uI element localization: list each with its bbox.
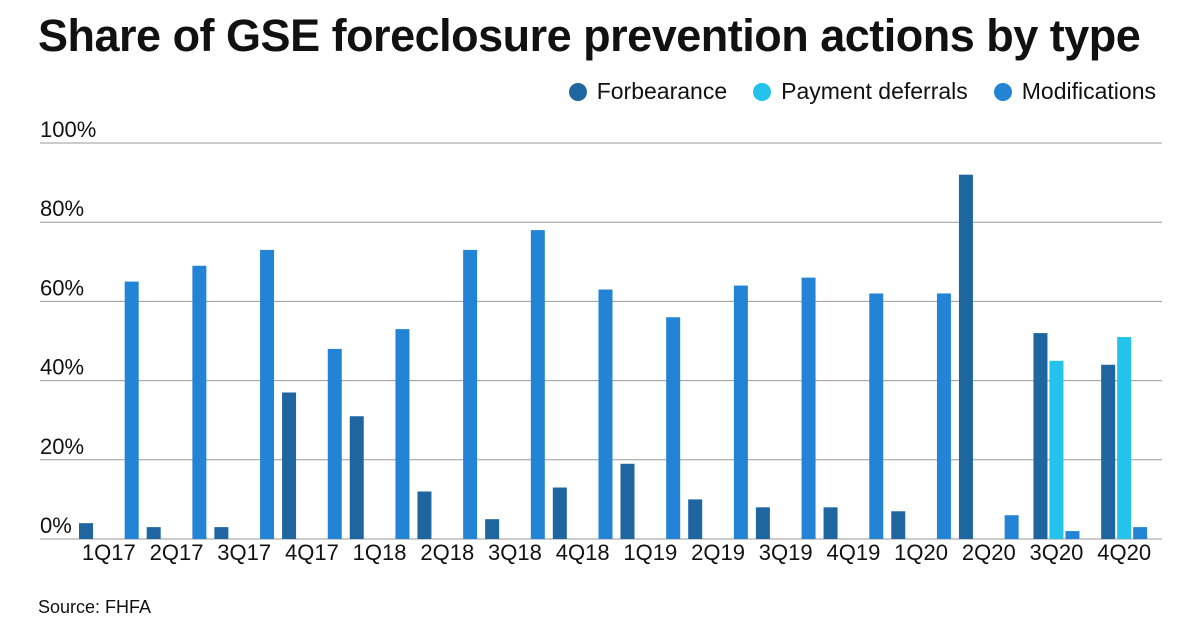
bar-modifications (192, 265, 207, 539)
bar-forbearance (79, 523, 93, 539)
bar-forbearance (282, 392, 297, 539)
bar-forbearance (891, 511, 906, 539)
bar-forbearance (1101, 364, 1116, 539)
x-tick-label: 1Q18 (353, 540, 407, 565)
bar-modifications (936, 293, 951, 539)
x-tick-label: 1Q20 (894, 540, 948, 565)
x-tick-label: 4Q18 (556, 540, 610, 565)
bar-payment-deferrals (1117, 337, 1132, 539)
bar-forbearance (688, 499, 703, 539)
legend-label-payment-deferrals: Payment deferrals (781, 78, 968, 104)
bar-forbearance (146, 527, 161, 539)
bar-forbearance (755, 507, 770, 539)
x-tick-label: 2Q18 (420, 540, 474, 565)
legend-swatch-forbearance (568, 82, 587, 101)
bar-modifications (666, 317, 681, 539)
bar-forbearance (349, 416, 364, 539)
x-tick-label: 1Q17 (82, 540, 136, 565)
bar-modifications (1133, 527, 1148, 539)
legend: Forbearance Payment deferrals Modificati… (568, 78, 1156, 105)
bar-forbearance (1033, 333, 1048, 539)
x-tick-label: 3Q20 (1030, 540, 1084, 565)
source-note: Source: FHFA (38, 597, 152, 617)
legend-item-payment-deferrals: Payment deferrals (753, 78, 968, 105)
bar-modifications (1004, 515, 1019, 539)
bar-modifications (801, 277, 816, 539)
bar-modifications (463, 249, 478, 540)
x-tick-label: 1Q19 (623, 540, 677, 565)
legend-label-modifications: Modifications (1021, 78, 1156, 104)
bar-forbearance (823, 507, 838, 539)
bar-forbearance (552, 487, 567, 539)
y-tick-label: 60% (40, 275, 84, 300)
legend-swatch-payment-deferrals (753, 82, 772, 101)
x-tick-label: 3Q17 (217, 540, 271, 565)
x-tick-label: 2Q17 (150, 540, 204, 565)
bar-forbearance (417, 491, 432, 539)
bar-modifications (1065, 531, 1080, 539)
legend-swatch-modifications (993, 82, 1012, 101)
x-tick-label: 3Q18 (488, 540, 542, 565)
bar-modifications (395, 329, 410, 539)
chart-title: Share of GSE foreclosure prevention acti… (38, 10, 1141, 61)
x-tick-label: 4Q20 (1097, 540, 1151, 565)
bar-modifications (530, 230, 545, 539)
x-tick-label: 3Q19 (759, 540, 813, 565)
legend-label-forbearance: Forbearance (596, 78, 728, 104)
bar-modifications (327, 348, 342, 539)
bar-forbearance (214, 527, 229, 539)
y-tick-label: 100% (40, 117, 96, 142)
legend-item-forbearance: Forbearance (568, 78, 728, 105)
bar-forbearance (620, 463, 635, 539)
bar-modifications (598, 289, 613, 539)
legend-item-modifications: Modifications (993, 78, 1156, 105)
x-tick-label: 4Q17 (285, 540, 339, 565)
x-tick-label: 4Q19 (826, 540, 880, 565)
bar-forbearance (958, 174, 973, 539)
y-tick-label: 80% (40, 196, 84, 221)
bar-modifications (869, 293, 884, 539)
y-tick-label: 0% (40, 513, 72, 538)
x-tick-label: 2Q20 (962, 540, 1016, 565)
bar-modifications (124, 281, 139, 539)
bar-forbearance (485, 519, 500, 539)
bar-modifications (260, 249, 275, 540)
y-tick-label: 20% (40, 434, 84, 459)
y-tick-label: 40% (40, 355, 84, 380)
x-tick-label: 2Q19 (691, 540, 745, 565)
bar-modifications (733, 285, 748, 539)
bar-payment-deferrals (1049, 360, 1064, 539)
